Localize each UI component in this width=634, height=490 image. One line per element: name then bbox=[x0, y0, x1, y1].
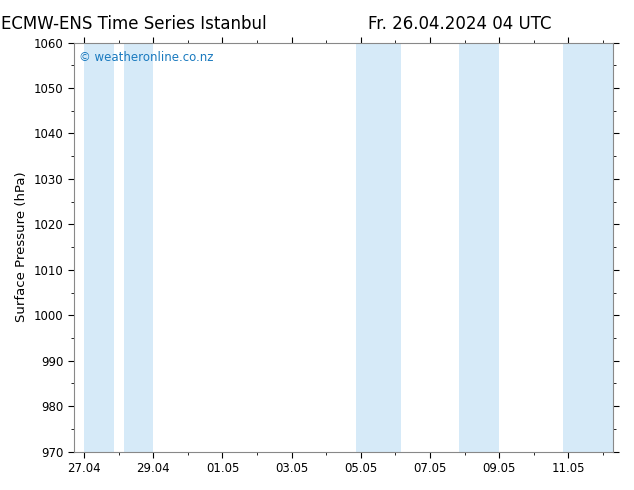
Text: © weatheronline.co.nz: © weatheronline.co.nz bbox=[79, 51, 214, 64]
Y-axis label: Surface Pressure (hPa): Surface Pressure (hPa) bbox=[15, 172, 28, 322]
Bar bbox=[124, 43, 153, 452]
Bar bbox=[460, 43, 499, 452]
Bar bbox=[84, 43, 113, 452]
Text: ECMW-ENS Time Series Istanbul: ECMW-ENS Time Series Istanbul bbox=[1, 15, 266, 33]
Text: Fr. 26.04.2024 04 UTC: Fr. 26.04.2024 04 UTC bbox=[368, 15, 551, 33]
Bar bbox=[356, 43, 401, 452]
Bar bbox=[563, 43, 614, 452]
